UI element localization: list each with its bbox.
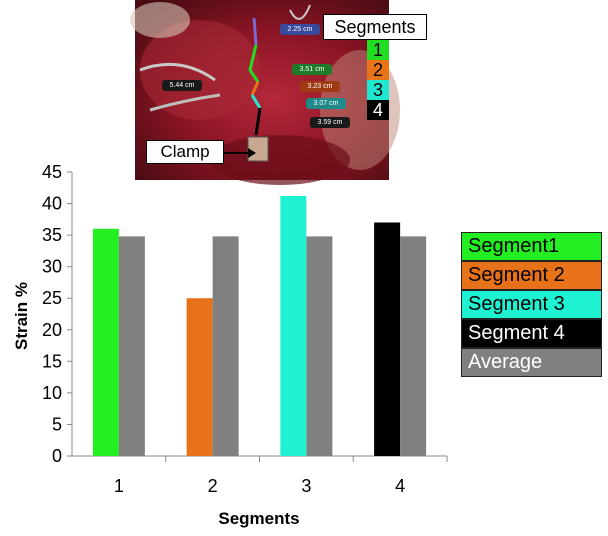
bar-average <box>118 236 145 456</box>
bar-segment-3 <box>280 195 307 456</box>
bar-average <box>212 236 239 456</box>
y-tick-label: 35 <box>42 225 62 245</box>
y-tick-label: 25 <box>42 288 62 308</box>
y-axis-label: Strain % <box>12 281 31 351</box>
x-tick-label: 2 <box>208 476 218 496</box>
x-tick-label: 1 <box>114 476 124 496</box>
legend-item: Segment 4 <box>461 319 602 348</box>
y-tick-label: 0 <box>52 446 62 466</box>
clamp-arrow <box>224 148 256 158</box>
legend-item: Average <box>461 348 602 377</box>
bar-average <box>400 236 427 456</box>
y-tick-label: 15 <box>42 351 62 371</box>
y-tick-label: 45 <box>42 162 62 182</box>
y-tick-label: 5 <box>52 414 62 434</box>
segment-number-1: 1 <box>367 40 389 60</box>
legend-item: Segment 2 <box>461 261 602 290</box>
clamp-label: Clamp <box>146 140 224 164</box>
bar-segment-4 <box>374 222 401 456</box>
y-tick-label: 20 <box>42 320 62 340</box>
legend: Segment1 Segment 2 Segment 3 Segment 4 Avera… <box>461 232 602 377</box>
x-tick-label: 4 <box>395 476 405 496</box>
segment-number-2: 2 <box>367 60 389 80</box>
measurement-label: 2.25 cm <box>280 24 320 35</box>
y-tick-label: 40 <box>42 194 62 214</box>
bar-average <box>306 236 333 456</box>
y-tick-label: 30 <box>42 257 62 277</box>
measurement-label: 3.07 cm <box>306 98 346 109</box>
measurement-label: 5.44 cm <box>162 80 202 91</box>
legend-item: Segment1 <box>461 232 602 261</box>
segments-title-box: Segments <box>323 14 427 40</box>
segment-number-4: 4 <box>367 100 389 120</box>
segment-trace <box>248 17 262 136</box>
measurement-label: 3.51 cm <box>292 64 332 75</box>
x-axis-label: Segments <box>218 509 300 528</box>
bar-segment1 <box>92 228 119 456</box>
segment-number-3: 3 <box>367 80 389 100</box>
bar-segment-2 <box>186 298 213 456</box>
measurement-label: 3.23 cm <box>300 81 340 92</box>
measurement-label: 3.59 cm <box>310 117 350 128</box>
x-tick-label: 3 <box>301 476 311 496</box>
y-tick-label: 10 <box>42 383 62 403</box>
legend-item: Segment 3 <box>461 290 602 319</box>
